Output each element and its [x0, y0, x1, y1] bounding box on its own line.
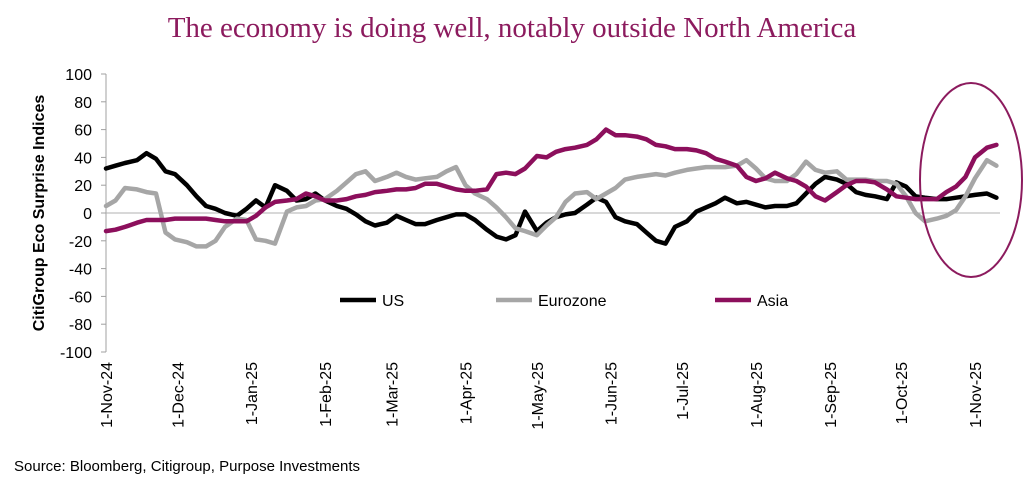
- x-tick-label: 1-Aug-25: [749, 362, 766, 428]
- x-tick-label: 1-May-25: [530, 362, 547, 430]
- x-tick-label: 1-Dec-24: [170, 362, 187, 428]
- legend-label-asia: Asia: [757, 293, 788, 310]
- y-tick-label: -20: [69, 234, 92, 251]
- source-note: Source: Bloomberg, Citigroup, Purpose In…: [14, 458, 361, 475]
- x-tick-label: 1-Apr-25: [459, 362, 476, 424]
- series-line-us: [103, 150, 999, 246]
- y-tick-label: -80: [69, 317, 92, 334]
- y-tick-label: 60: [74, 123, 92, 140]
- x-tick-label: 1-Oct-25: [894, 362, 911, 424]
- chart-title: The economy is doing well, notably outsi…: [167, 12, 857, 44]
- legend-label-us: US: [382, 293, 404, 310]
- y-tick-label: -60: [69, 289, 92, 306]
- x-tick-label: 1-Nov-25: [968, 362, 985, 428]
- y-tick-label: 100: [65, 67, 92, 84]
- y-axis-label: CitiGroup Eco Surprise Indices: [31, 95, 48, 332]
- x-tick-label: 1-Nov-24: [99, 362, 116, 428]
- series-line-eurozone: [103, 157, 999, 249]
- series-line-asia: [103, 127, 999, 234]
- y-tick-label: -100: [60, 345, 92, 362]
- highlight-ellipse: [919, 82, 1023, 278]
- y-tick-label: 80: [74, 95, 92, 112]
- x-tick-label: 1-Sep-25: [823, 362, 840, 428]
- x-tick-label: 1-Jun-25: [604, 362, 621, 425]
- legend-label-eurozone: Eurozone: [538, 293, 607, 310]
- x-tick-label: 1-Mar-25: [385, 362, 402, 427]
- y-tick-label: 20: [74, 178, 92, 195]
- y-tick-label: -40: [69, 262, 92, 279]
- y-tick-label: 0: [83, 206, 92, 223]
- x-tick-label: 1-Feb-25: [318, 362, 335, 427]
- y-tick-label: 40: [74, 150, 92, 167]
- x-tick-label: 1-Jan-25: [244, 362, 261, 425]
- x-tick-label: 1-Jul-25: [675, 362, 692, 420]
